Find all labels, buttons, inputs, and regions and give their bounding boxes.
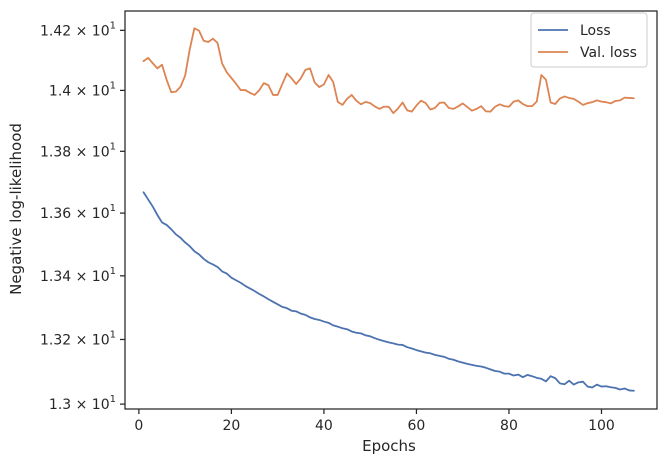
y-tick-label: 1.36 × 101 <box>40 203 116 222</box>
series-layer <box>142 27 635 392</box>
y-tick-label: 1.3 × 101 <box>49 394 116 413</box>
x-tick-label: 20 <box>222 418 240 434</box>
series-line-loss <box>142 191 635 392</box>
y-tick-label: 1.4 × 101 <box>49 80 116 99</box>
y-tick-label: 1.34 × 101 <box>40 266 116 285</box>
y-tick-label: 1.38 × 101 <box>40 141 116 160</box>
x-tick-label: 0 <box>134 418 143 434</box>
legend-label-loss: Loss <box>580 23 611 39</box>
x-axis: 0 20 40 60 80 100 <box>134 409 615 434</box>
legend-box <box>530 12 648 68</box>
y-tick-label: 1.32 × 101 <box>40 329 116 348</box>
y-axis: 1.3 × 101 1.32 × 101 1.34 × 101 1.36 × 101 1… <box>40 20 125 413</box>
x-tick-label: 40 <box>315 418 333 434</box>
legend-label-val-loss: Val. loss <box>580 45 637 61</box>
y-axis-label: Negative log-likelihood <box>7 123 25 295</box>
series-line-val-loss <box>142 27 635 115</box>
plot-area <box>125 11 657 409</box>
plot-frame <box>124 10 658 410</box>
x-axis-label: Epochs <box>362 437 416 455</box>
x-tick-label: 80 <box>500 418 518 434</box>
x-tick-label: 100 <box>588 418 615 434</box>
y-tick-label: 1.42 × 101 <box>40 20 116 39</box>
x-tick-label: 60 <box>408 418 426 434</box>
legend: Loss Val. loss <box>530 12 648 68</box>
